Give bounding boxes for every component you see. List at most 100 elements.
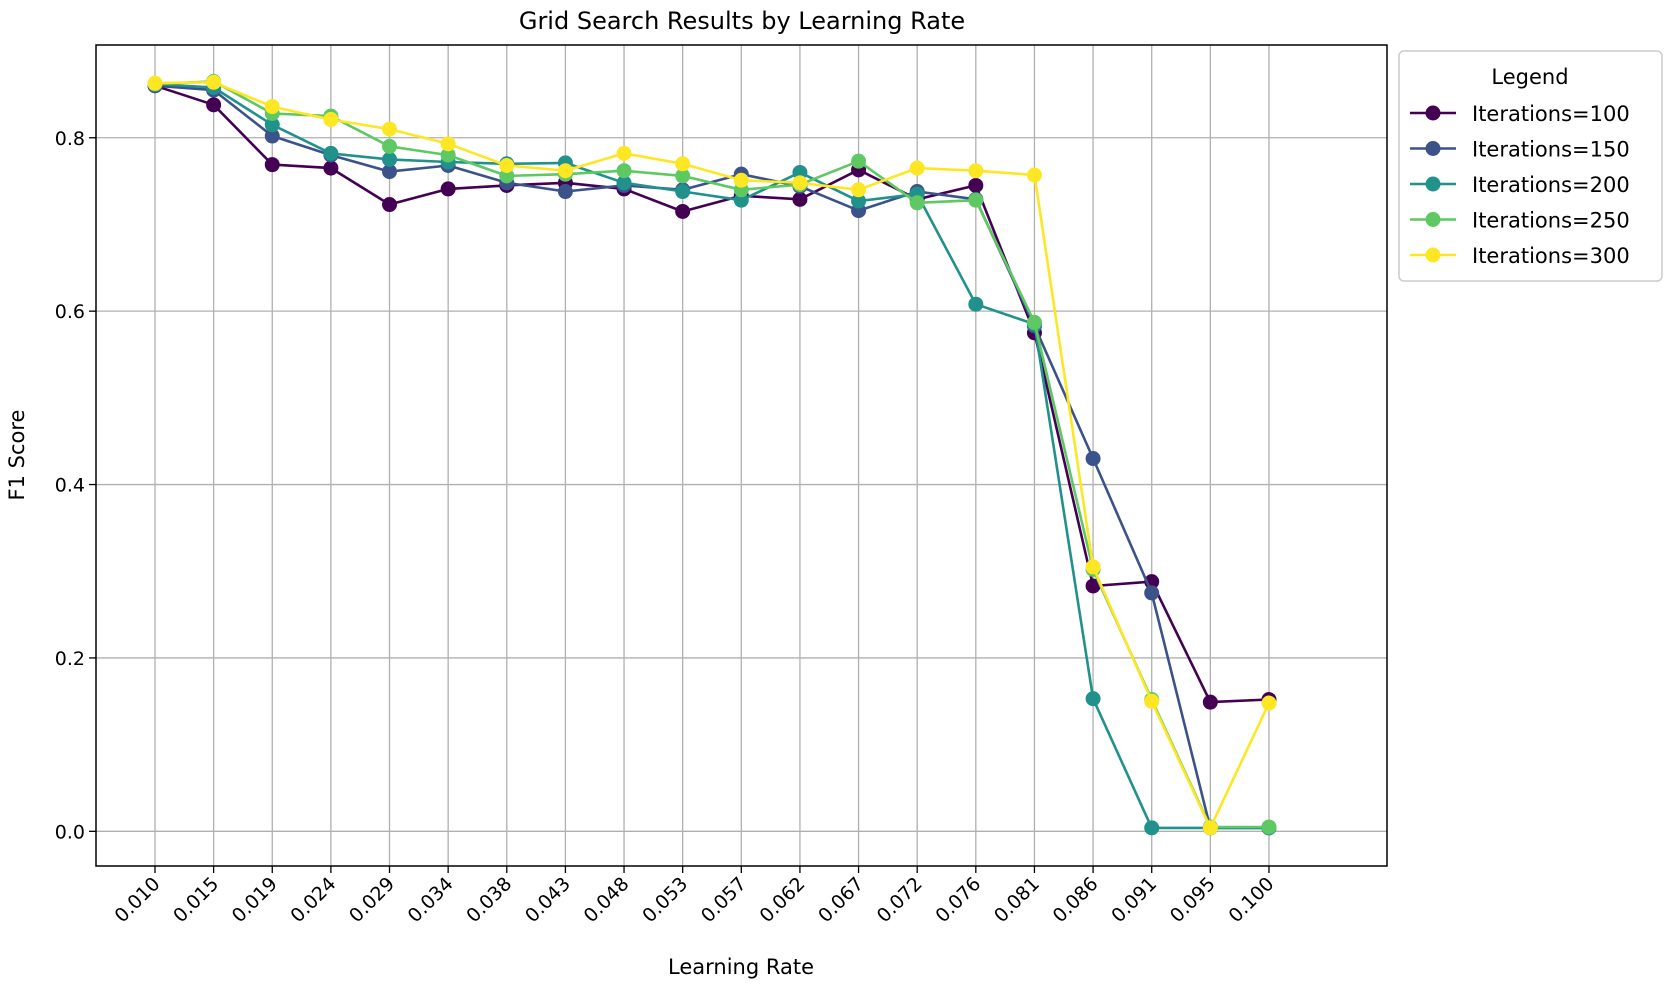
legend-label: Iterations=300	[1472, 244, 1630, 268]
data-point	[792, 164, 808, 180]
legend-entries: Iterations=100 Iterations=150 Iterations=2…	[1410, 102, 1630, 268]
x-tick-label: 0.086	[1049, 873, 1103, 927]
data-point	[557, 163, 573, 179]
data-point	[1202, 820, 1218, 836]
legend-label: Iterations=150	[1472, 138, 1630, 162]
data-point	[323, 145, 339, 161]
data-point	[1144, 693, 1160, 709]
data-point	[616, 175, 632, 191]
data-point	[1202, 694, 1218, 710]
data-point	[968, 192, 984, 208]
data-point	[323, 112, 339, 128]
x-tick-label: 0.015	[169, 873, 223, 927]
x-axis-ticks: 0.010 0.015 0.019 0.024 0.029 0.034 0.038 0.043…	[111, 866, 1279, 927]
legend-label: Iterations=100	[1472, 102, 1630, 126]
series-2	[147, 76, 1277, 836]
x-tick-label: 0.034	[404, 873, 458, 927]
data-point	[499, 158, 515, 174]
y-axis-label: F1 Score	[5, 410, 29, 501]
data-point	[733, 192, 749, 208]
legend-label: Iterations=250	[1472, 209, 1630, 233]
x-tick-label: 0.081	[990, 873, 1044, 927]
data-point	[968, 177, 984, 193]
data-point	[909, 160, 925, 176]
legend: Legend Iterations=100Iterations=150Itera…	[1398, 50, 1663, 282]
data-point	[206, 74, 222, 90]
data-point	[616, 163, 632, 179]
legend-swatch-marker	[1425, 176, 1441, 192]
data-point	[382, 138, 398, 154]
series-line	[154, 81, 1271, 830]
data-point	[792, 175, 808, 191]
data-point	[440, 181, 456, 197]
data-point	[851, 193, 867, 209]
series-line	[154, 84, 1270, 704]
data-point	[382, 164, 398, 180]
data-point	[206, 97, 222, 113]
x-tick-label: 0.062	[755, 873, 809, 927]
x-tick-label: 0.038	[462, 873, 516, 927]
legend-entry: Iterations=250	[1410, 209, 1630, 233]
y-tick-label: 0.2	[55, 648, 85, 670]
x-tick-label: 0.057	[697, 873, 751, 927]
data-point	[264, 99, 280, 115]
data-point	[1026, 314, 1042, 330]
data-point	[616, 145, 632, 161]
data-point	[968, 163, 984, 179]
data-point	[675, 156, 691, 172]
data-point	[851, 182, 867, 198]
series-3	[147, 73, 1277, 835]
legend-swatch-marker	[1425, 105, 1441, 121]
data-point	[1085, 691, 1101, 707]
data-point	[851, 153, 867, 169]
y-tick-label: 0.0	[55, 821, 85, 843]
data-point	[264, 157, 280, 173]
data-point	[1085, 578, 1101, 594]
data-point	[675, 203, 691, 219]
y-tick-label: 0.8	[55, 128, 85, 150]
data-point	[1261, 819, 1277, 835]
legend-swatch-marker	[1425, 212, 1441, 227]
x-tick-label: 0.053	[638, 873, 692, 927]
data-point	[323, 160, 339, 176]
data-point	[733, 172, 749, 188]
data-point	[557, 184, 573, 200]
data-point	[1085, 559, 1101, 575]
data-point	[499, 168, 515, 184]
legend-entry: Iterations=150	[1410, 138, 1630, 162]
data-point	[675, 168, 691, 184]
data-point	[440, 147, 456, 163]
data-point	[909, 195, 925, 211]
data-point	[675, 184, 691, 200]
series-line	[154, 82, 1269, 830]
data-point	[382, 121, 398, 137]
data-point	[968, 296, 984, 312]
data-point	[382, 197, 398, 213]
series-1	[147, 78, 1277, 836]
data-point	[264, 117, 280, 133]
series-4	[147, 74, 1277, 836]
x-tick-label: 0.072	[873, 873, 927, 927]
x-tick-label: 0.019	[228, 873, 282, 927]
data-point	[1144, 585, 1160, 601]
x-tick-label: 0.076	[931, 873, 985, 927]
series-layer	[147, 73, 1277, 836]
legend-entry: Iterations=300	[1410, 244, 1630, 268]
x-axis-label: Learning Rate	[668, 955, 814, 979]
y-axis-ticks: 0.0 0.2 0.4 0.6 0.8	[55, 128, 96, 843]
legend-swatch-marker	[1425, 141, 1441, 156]
legend-entry: Iterations=200	[1410, 173, 1630, 197]
x-tick-label: 0.067	[814, 873, 868, 927]
data-point	[1261, 695, 1277, 711]
x-tick-label: 0.010	[111, 873, 165, 927]
legend-swatch-marker	[1425, 247, 1441, 263]
legend-title: Legend	[1491, 65, 1568, 89]
legend-label: Iterations=200	[1472, 173, 1630, 197]
y-tick-label: 0.4	[55, 475, 85, 497]
chart-title: Grid Search Results by Learning Rate	[519, 7, 965, 35]
legend-entry: Iterations=100	[1410, 102, 1630, 126]
data-point	[1144, 820, 1160, 836]
data-point	[792, 191, 808, 207]
x-tick-label: 0.100	[1224, 873, 1278, 927]
